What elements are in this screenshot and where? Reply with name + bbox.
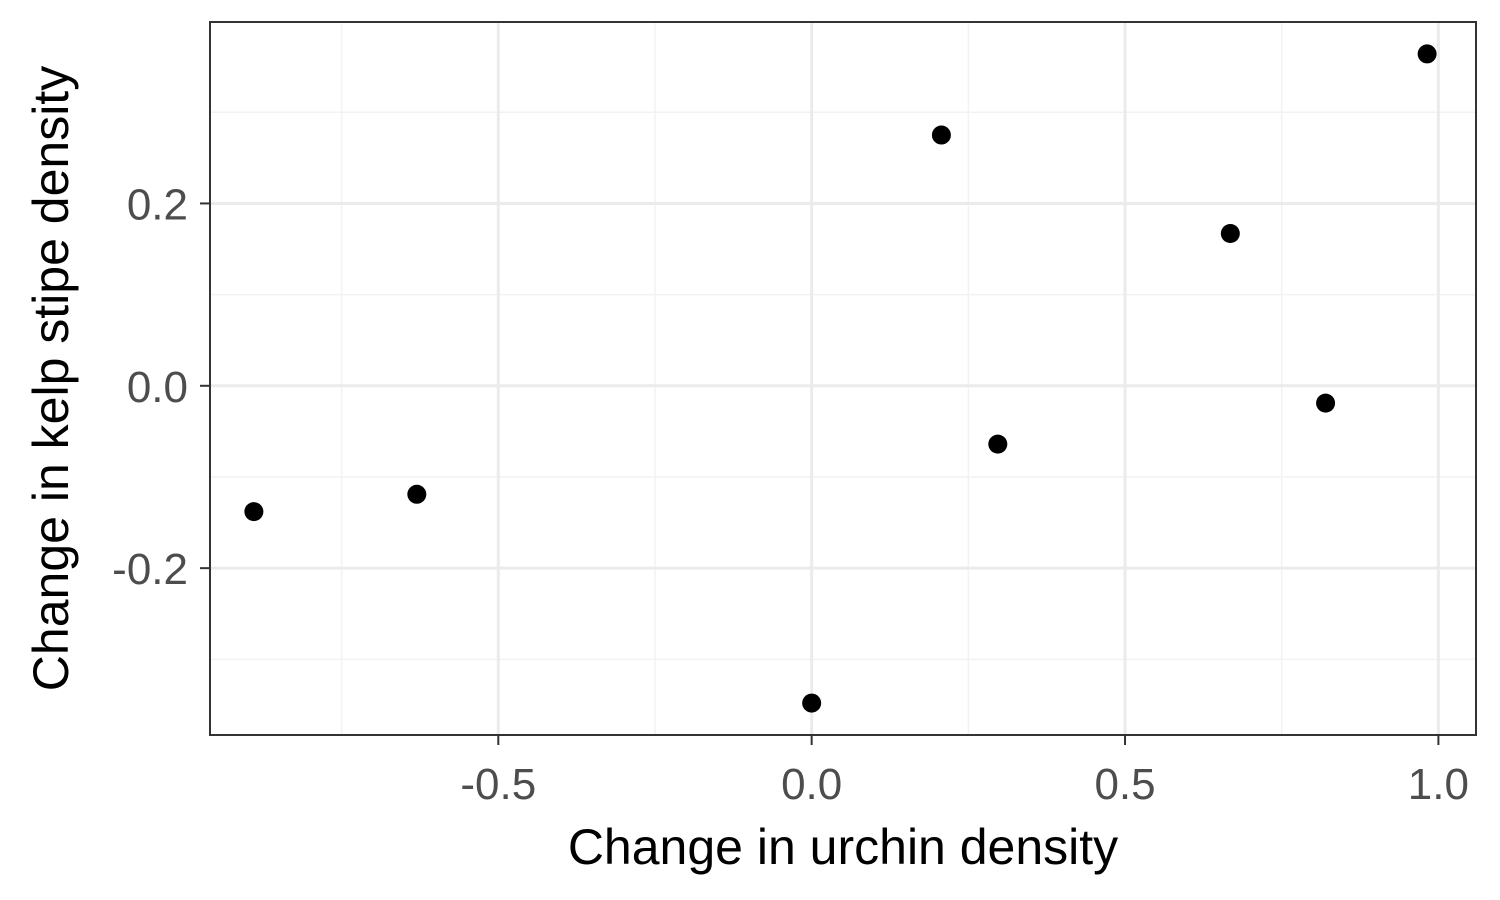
data-point: [407, 484, 427, 504]
panel-border: [209, 21, 1477, 736]
y-tick-label: 0.0: [127, 363, 188, 412]
minor-gridlines: [210, 22, 1476, 735]
data-point: [244, 502, 264, 522]
data-point: [1417, 44, 1437, 64]
x-tick-label: -0.5: [460, 760, 536, 809]
x-tick-label: 0.5: [1094, 760, 1155, 809]
y-tick-label: -0.2: [112, 545, 188, 594]
data-point: [802, 693, 822, 713]
major-gridlines: [210, 22, 1476, 735]
x-axis-title: Change in urchin density: [568, 819, 1118, 875]
data-point: [1220, 224, 1240, 244]
data-point: [1316, 393, 1336, 413]
x-tick-label: 1.0: [1408, 760, 1469, 809]
data-points: [244, 44, 1437, 713]
y-tick-label: 0.2: [127, 180, 188, 229]
y-axis-ticks: -0.2 0.0 0.2: [112, 180, 210, 594]
data-point: [988, 434, 1008, 454]
x-tick-label: 0.0: [781, 760, 842, 809]
x-axis-ticks: -0.5 0.0 0.5 1.0: [460, 735, 1469, 809]
y-axis-title: Change in kelp stipe density: [23, 66, 79, 691]
data-point: [931, 125, 951, 145]
